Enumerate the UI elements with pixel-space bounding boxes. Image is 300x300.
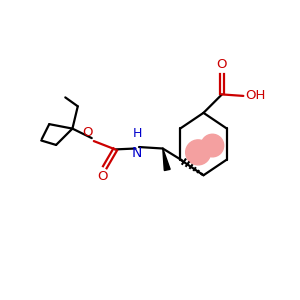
Text: O: O <box>217 58 227 71</box>
Text: H: H <box>133 127 142 140</box>
Text: N: N <box>132 146 142 161</box>
Polygon shape <box>163 148 170 170</box>
Text: O: O <box>82 126 92 139</box>
Circle shape <box>201 134 224 157</box>
Text: OH: OH <box>245 89 266 102</box>
Text: O: O <box>97 170 108 183</box>
Circle shape <box>186 140 211 165</box>
